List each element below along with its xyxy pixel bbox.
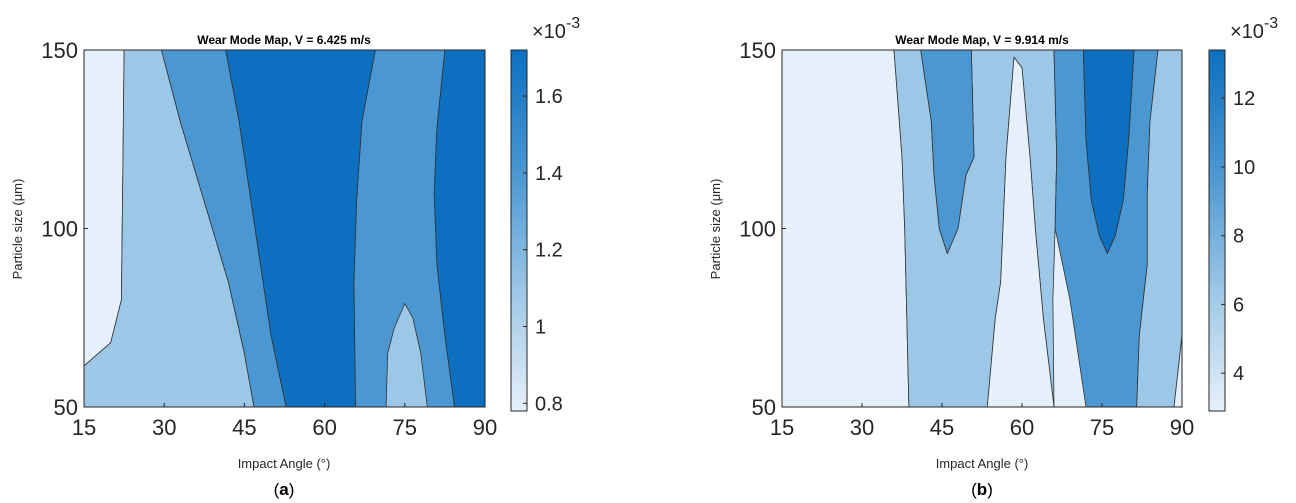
x-tick-label-b-75: 75 [1090, 415, 1114, 440]
colorbar-exponent-b: ×10-3 [1230, 15, 1278, 43]
x-tick-label-b-30: 30 [850, 415, 874, 440]
x-tick-label-b-60: 60 [1010, 415, 1034, 440]
panel-label-a: (a) [274, 480, 295, 499]
colorbar-a: 0.8 1 1.2 1.4 1.6 [510, 49, 563, 415]
x-tick-label-b-15: 15 [770, 415, 794, 440]
x-tick-label-a-45: 45 [232, 415, 256, 440]
x-axis-b: 15 30 45 60 75 90 [770, 403, 1194, 440]
contour-plot-a [83, 49, 486, 408]
colorbar-tick-label-a-3: 1.4 [535, 163, 563, 185]
wear-mode-map-panel-b: Wear Mode Map, V = 9.914 m/s 15 30 45 60 75 9… [708, 15, 1278, 499]
x-axis-label-a: Impact Angle (°) [238, 456, 331, 471]
x-tick-label-a-15: 15 [72, 415, 96, 440]
y-axis-label-a: Particle size (μm) [10, 179, 25, 280]
colorbar-tick-label-b-2: 8 [1233, 226, 1244, 248]
contour-region-b-6 [1082, 49, 1135, 254]
chart-title-b: Wear Mode Map, V = 9.914 m/s [895, 33, 1069, 47]
colorbar-tick-label-b-1: 6 [1233, 294, 1244, 316]
y-tick-label-a-100: 100 [41, 217, 78, 242]
y-tick-label-a-150: 150 [41, 38, 78, 63]
chart-title-a: Wear Mode Map, V = 6.425 m/s [197, 33, 371, 47]
contour-plot-b [781, 49, 1183, 408]
x-tick-label-b-45: 45 [930, 415, 954, 440]
colorbar-exponent-a: ×10-3 [532, 15, 580, 43]
x-tick-label-a-90: 90 [473, 415, 497, 440]
y-axis-b: 50 100 150 [739, 38, 786, 420]
contour-region-a-6 [385, 303, 428, 408]
y-tick-label-b-150: 150 [739, 38, 776, 63]
panel-label-b-letter: b [977, 480, 987, 499]
colorbar-exponent-power-a: -3 [566, 15, 580, 32]
colorbar-tick-label-a-0: 0.8 [535, 393, 563, 415]
x-axis-a: 15 30 45 60 75 90 [72, 403, 497, 440]
colorbar-tick-label-a-1: 1 [535, 317, 546, 339]
contour-region-b-1 [781, 49, 910, 408]
colorbar-tick-label-b-0: 4 [1233, 363, 1244, 385]
colorbar-scale-a [510, 49, 528, 412]
colorbar-tick-label-b-3: 10 [1233, 157, 1255, 179]
colorbar-tick-label-b-4: 12 [1233, 88, 1255, 110]
wear-mode-map-panel-a: Wear Mode Map, V = 6.425 m/s 15 30 45 60 75 9… [10, 15, 580, 499]
colorbar-b: 4 6 8 10 12 [1208, 49, 1255, 412]
y-tick-label-a-50: 50 [54, 395, 78, 420]
x-axis-label-b: Impact Angle (°) [936, 456, 1029, 471]
x-tick-label-a-75: 75 [393, 415, 417, 440]
x-tick-label-a-30: 30 [152, 415, 176, 440]
contour-region-b-4 [920, 49, 975, 254]
colorbar-tick-label-a-2: 1.2 [535, 240, 563, 262]
panel-label-a-letter: a [279, 480, 289, 499]
colorbar-exponent-power-b: -3 [1264, 15, 1278, 32]
contour-region-b-3 [986, 56, 1055, 408]
y-axis-a: 50 100 150 [41, 38, 88, 420]
colorbar-scale-b [1208, 49, 1226, 412]
y-tick-label-b-50: 50 [752, 395, 776, 420]
panel-label-b: (b) [971, 480, 993, 499]
x-tick-label-a-60: 60 [312, 415, 336, 440]
colorbar-exponent-base-b: ×10 [1230, 21, 1264, 43]
x-tick-label-b-90: 90 [1170, 415, 1194, 440]
colorbar-tick-label-a-4: 1.6 [535, 86, 563, 108]
y-axis-label-b: Particle size (μm) [708, 179, 723, 280]
colorbar-exponent-base-a: ×10 [532, 21, 566, 43]
y-tick-label-b-100: 100 [739, 217, 776, 242]
